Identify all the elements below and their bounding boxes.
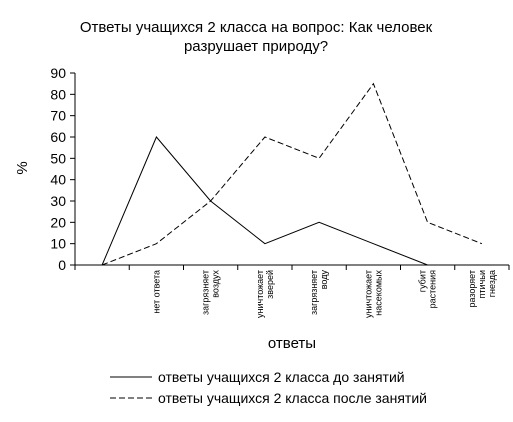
series-lines <box>101 82 483 266</box>
x-tick-label: загрязняет воду <box>309 270 329 315</box>
x-tick-label: загрязняет воздух <box>201 270 221 315</box>
x-tick-label: губит растения <box>418 270 438 309</box>
x-tick-label-line: губит <box>418 270 428 292</box>
y-tick-label: 30 <box>50 193 66 209</box>
x-tick-label-line: воду <box>319 270 329 290</box>
x-tick-label: разоряет птичьи гнезда <box>467 270 497 308</box>
y-tick-label: 10 <box>50 236 66 252</box>
y-tick-label: 50 <box>50 150 66 166</box>
x-tick-label-line: уничтожает <box>255 270 265 318</box>
x-tick-label-line: растения <box>428 270 438 309</box>
chart-title-line: разрушает природу? <box>184 38 328 55</box>
y-tick-label: 20 <box>50 214 66 230</box>
y-tick-label: 90 <box>50 65 66 81</box>
x-tick-label-line: зверей <box>265 270 275 299</box>
legend-label-2: ответы учащихся 2 класса после занятий <box>158 390 427 406</box>
y-tick-label: 60 <box>50 129 66 145</box>
y-tick-label: 40 <box>50 172 66 188</box>
y-tick-label: 80 <box>50 86 66 102</box>
series-line-2 <box>101 82 483 266</box>
x-tick-label-line: нет ответа <box>151 270 161 314</box>
chart-title-line: Ответы учащихся 2 класса на вопрос: Как … <box>80 19 433 36</box>
x-tick-label-line: птичьи <box>477 270 487 298</box>
x-tick-label-line: воздух <box>211 270 221 298</box>
x-tick-label-line: загрязняет <box>201 270 211 315</box>
x-axis: нет ответа загрязняет воздух уничтожает звер… <box>74 264 510 318</box>
x-tick-label-line: гнезда <box>487 270 497 297</box>
x-tick-label: нет ответа <box>151 270 161 314</box>
x-tick-label: уничтожает зверей <box>255 270 275 318</box>
x-axis-label: ответы <box>268 335 316 352</box>
x-tick-label-line: насекомых <box>373 270 383 316</box>
x-tick-label-line: разоряет <box>467 270 477 308</box>
y-tick-label: 0 <box>58 257 66 273</box>
x-tick-label: уничтожает насекомых <box>363 270 383 318</box>
x-tick-label-line: загрязняет <box>309 270 319 315</box>
y-tick-label: 70 <box>50 108 66 124</box>
y-axis-label: % <box>14 161 31 174</box>
legend-label-1: ответы учащихся 2 класса до занятий <box>158 369 405 385</box>
y-axis: 0 10 20 30 40 50 60 70 80 90 <box>50 65 76 273</box>
legend: ответы учащихся 2 класса до занятий ответ… <box>110 369 427 406</box>
x-tick-label-line: уничтожает <box>363 270 373 318</box>
series-line-1 <box>101 136 428 266</box>
chart-title: Ответы учащихся 2 класса на вопрос: Как … <box>80 19 433 55</box>
